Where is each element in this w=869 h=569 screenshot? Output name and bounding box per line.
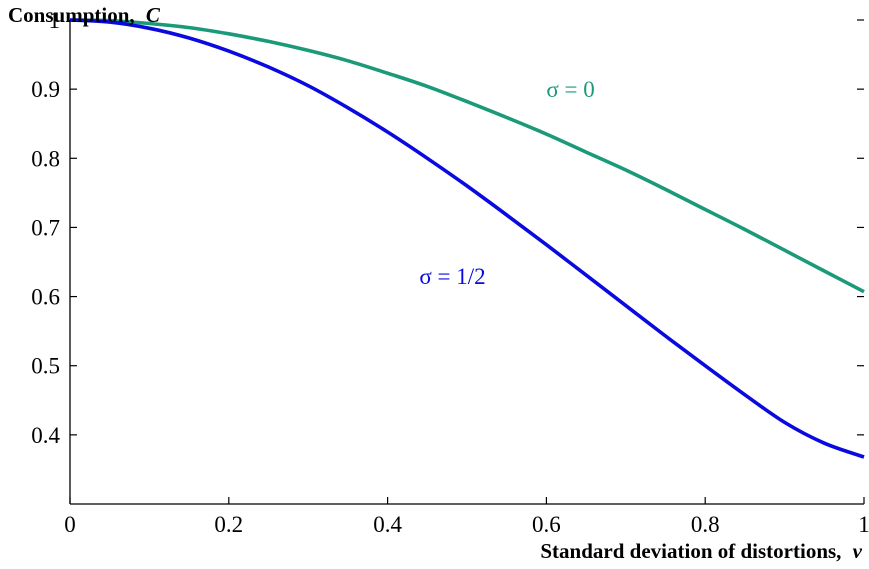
- y-tick-label: 0.6: [31, 285, 60, 310]
- y-tick-label: 0.7: [31, 215, 60, 240]
- y-tick-label: 1: [49, 8, 61, 33]
- x-tick-label: 0.4: [373, 512, 402, 537]
- x-tick-label: 0.8: [691, 512, 720, 537]
- series-label-2: σ = 1/2: [419, 264, 485, 289]
- x-tick-label: 0.6: [532, 512, 561, 537]
- y-axis-title: Consumption, C: [8, 3, 161, 27]
- series-line-2: [69, 18, 865, 459]
- y-ticks: 0.4 0.5 0.6 0.7 0.8 0.9 1: [31, 8, 864, 448]
- series-line-1: [69, 18, 865, 294]
- y-tick-label: 0.5: [31, 354, 60, 379]
- x-tick-label: 0.2: [214, 512, 243, 537]
- series-group: σ = 0 σ = 1/2: [69, 18, 865, 459]
- axes: [69, 20, 864, 505]
- y-tick-label: 0.4: [31, 423, 60, 448]
- x-tick-label: 1: [858, 512, 869, 537]
- x-axis-title: Standard deviation of distortions, v: [540, 539, 862, 563]
- y-tick-label: 0.9: [31, 77, 60, 102]
- series-label-1: σ = 0: [546, 77, 594, 102]
- x-ticks: 0 0.2 0.4 0.6 0.8 1: [64, 497, 869, 537]
- x-tick-label: 0: [64, 512, 76, 537]
- y-tick-label: 0.8: [31, 146, 60, 171]
